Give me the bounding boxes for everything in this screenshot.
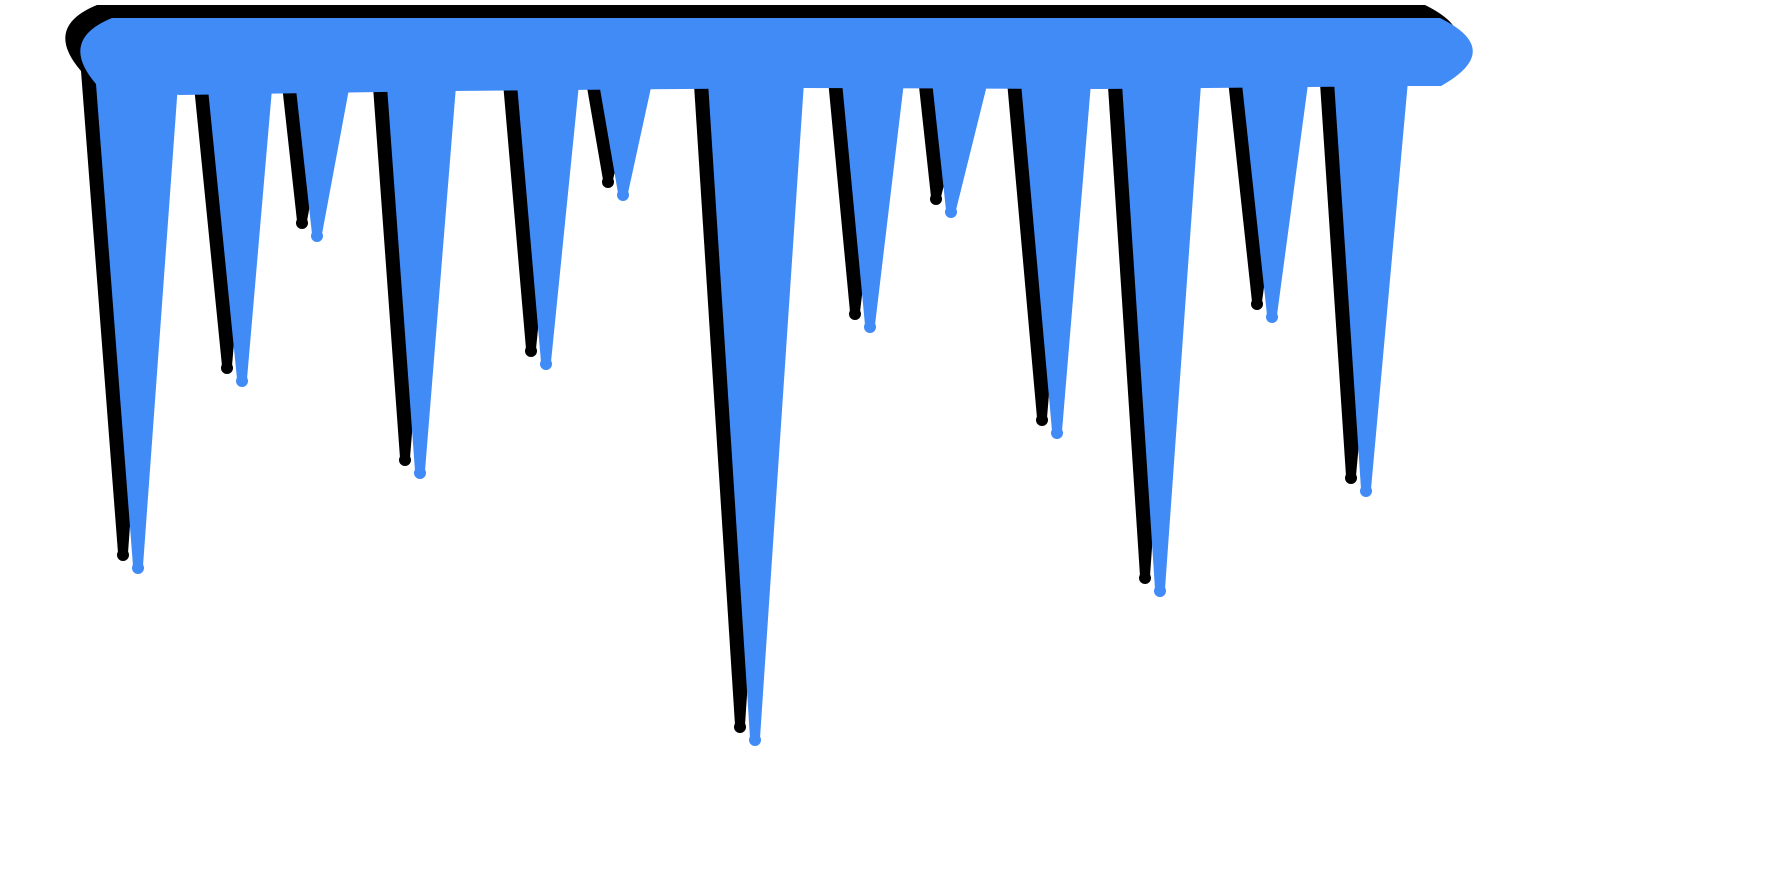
main-top-band (80, 18, 1473, 95)
main-icicle-4 (387, 86, 456, 476)
main-icicle-5 (517, 84, 579, 367)
shadow-icicle-tip-9 (930, 193, 942, 205)
shadow-icicle-tip-10 (1036, 414, 1048, 426)
shadow-icicle-tip-8 (849, 308, 861, 320)
main-icicle-tip-3 (311, 230, 323, 242)
shadow-icicle-tip-6 (602, 176, 614, 188)
main-icicle-7 (708, 82, 804, 743)
main-icicle-10 (1021, 83, 1091, 436)
main-icicle-8 (842, 82, 904, 330)
main-icicle-tip-1 (132, 562, 144, 574)
main-icicle-tip-13 (1360, 485, 1372, 497)
shadow-icicle-tip-4 (399, 454, 411, 466)
main-icicle-2 (208, 89, 272, 384)
shadow-icicle-tip-11 (1139, 572, 1151, 584)
shadow-icicle-tip-5 (525, 345, 537, 357)
shadow-icicle-tip-7 (734, 721, 746, 733)
shadow-icicle-tip-12 (1251, 298, 1263, 310)
main-icicle-tip-10 (1051, 427, 1063, 439)
main-icicle-tip-9 (945, 206, 957, 218)
main-icicle-13 (1334, 81, 1408, 494)
main-icicle-tip-4 (414, 467, 426, 479)
main-icicle-tip-7 (749, 734, 761, 746)
main-icicle-tip-2 (236, 375, 248, 387)
main-icicle-12 (1242, 84, 1308, 320)
shadow-icicle-tip-3 (296, 217, 308, 229)
main-icicle-tip-12 (1266, 311, 1278, 323)
shadow-icicle-tip-13 (1345, 472, 1357, 484)
main-icicle-tip-5 (540, 358, 552, 370)
main-icicle-tip-6 (617, 189, 629, 201)
main-icicle-tip-8 (864, 321, 876, 333)
shadow-icicle-tip-1 (117, 549, 129, 561)
main-icicle-3 (296, 89, 349, 239)
main-icicle-1 (96, 84, 178, 571)
shadow-icicle-tip-2 (221, 362, 233, 374)
main-icicle-tip-11 (1154, 585, 1166, 597)
main-icicle-9 (932, 81, 988, 215)
icicles-body (80, 18, 1473, 746)
main-icicle-11 (1122, 84, 1201, 594)
main-icicle-6 (599, 83, 652, 198)
